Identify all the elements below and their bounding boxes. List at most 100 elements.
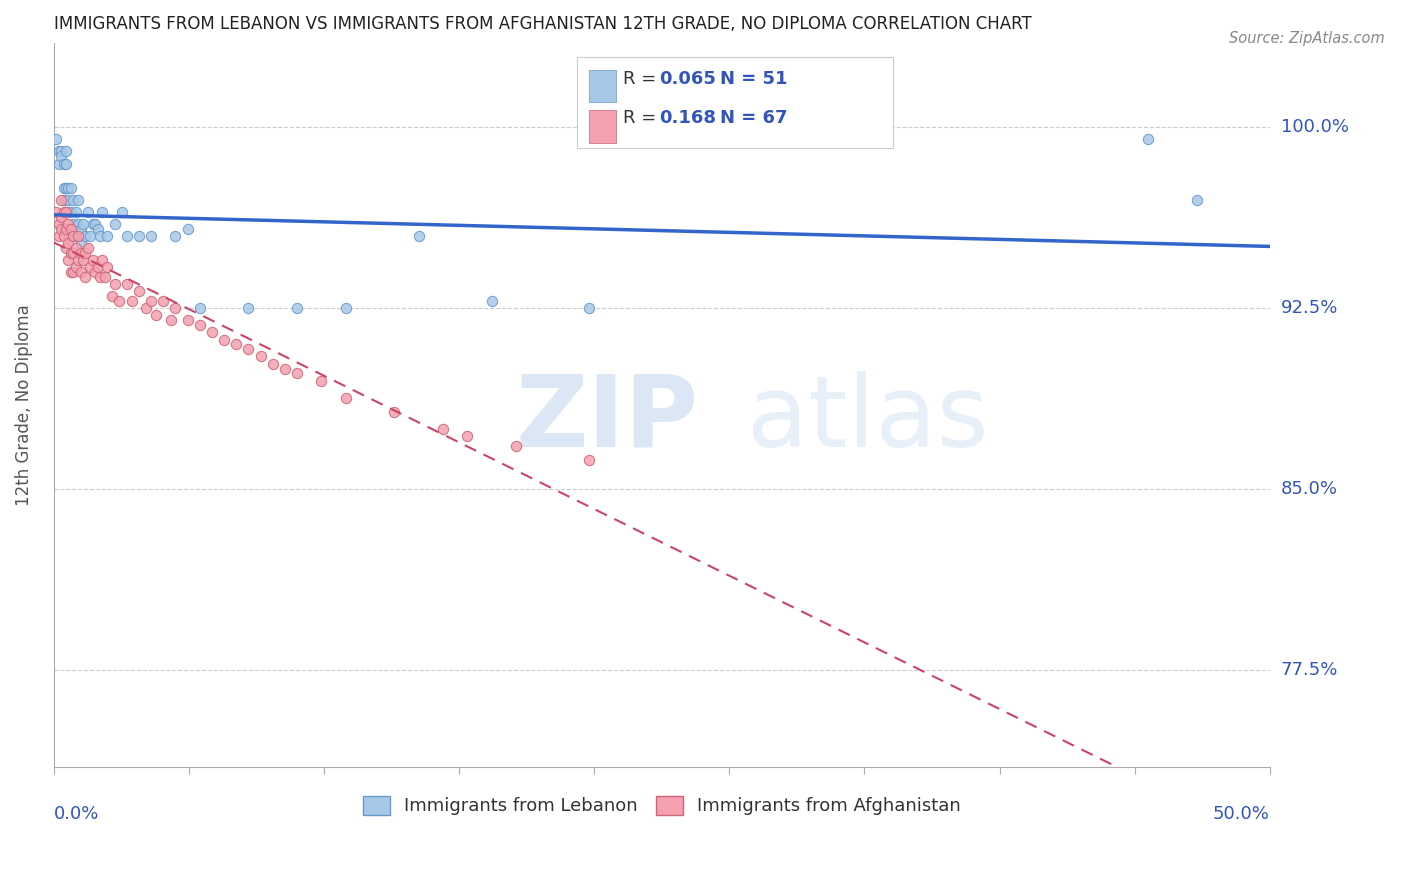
Point — [238, 343, 260, 357]
Point — [285, 301, 308, 316]
Point — [96, 260, 118, 275]
Point — [67, 252, 90, 267]
Point — [62, 245, 84, 260]
Point — [69, 265, 91, 279]
Point — [481, 293, 503, 308]
Point — [67, 193, 90, 207]
Point — [176, 221, 198, 235]
Point — [79, 260, 101, 275]
Point — [101, 289, 124, 303]
Point — [128, 285, 150, 299]
Point — [59, 265, 82, 279]
Point — [152, 293, 174, 308]
Point — [212, 333, 235, 347]
Text: N = 67: N = 67 — [720, 110, 787, 128]
Point — [86, 221, 108, 235]
Text: 0.168: 0.168 — [659, 110, 716, 128]
Point — [62, 217, 84, 231]
Point — [52, 204, 75, 219]
Point — [49, 149, 72, 163]
Point — [52, 180, 75, 194]
Point — [67, 228, 90, 243]
Point — [58, 180, 80, 194]
Point — [1185, 193, 1208, 207]
Point — [335, 391, 357, 405]
Point — [249, 350, 271, 364]
Point — [578, 301, 600, 316]
Point — [139, 228, 162, 243]
Point — [84, 217, 107, 231]
Point — [128, 228, 150, 243]
Point — [86, 260, 108, 275]
Point — [89, 228, 111, 243]
Point — [55, 204, 77, 219]
Point — [578, 453, 600, 467]
Text: 100.0%: 100.0% — [1281, 119, 1348, 136]
Point — [176, 313, 198, 327]
Text: atlas: atlas — [747, 371, 988, 467]
Point — [262, 357, 284, 371]
Text: Source: ZipAtlas.com: Source: ZipAtlas.com — [1229, 31, 1385, 46]
Point — [65, 260, 87, 275]
Legend: Immigrants from Lebanon, Immigrants from Afghanistan: Immigrants from Lebanon, Immigrants from… — [356, 789, 969, 822]
Point — [188, 318, 211, 332]
Point — [115, 277, 138, 292]
Point — [79, 228, 101, 243]
Point — [59, 180, 82, 194]
Point — [58, 193, 80, 207]
Point — [104, 277, 127, 292]
Point — [45, 204, 67, 219]
Point — [49, 221, 72, 235]
Point — [55, 241, 77, 255]
Point — [96, 228, 118, 243]
Text: 0.0%: 0.0% — [53, 805, 100, 823]
Point — [62, 228, 84, 243]
Point — [48, 217, 70, 231]
Point — [69, 221, 91, 235]
Point — [58, 204, 80, 219]
Point — [72, 252, 94, 267]
Point — [201, 326, 224, 340]
Point — [69, 236, 91, 251]
Point — [62, 193, 84, 207]
Point — [49, 145, 72, 159]
Point — [285, 367, 308, 381]
Point — [55, 156, 77, 170]
Point — [91, 204, 114, 219]
Point — [45, 132, 67, 146]
Point — [55, 145, 77, 159]
Point — [55, 180, 77, 194]
Point — [432, 422, 454, 436]
Point — [52, 193, 75, 207]
Text: 92.5%: 92.5% — [1281, 299, 1339, 318]
Point — [67, 217, 90, 231]
Point — [52, 228, 75, 243]
Point — [49, 193, 72, 207]
Point — [59, 245, 82, 260]
Point — [135, 301, 157, 316]
Point — [94, 269, 117, 284]
Text: IMMIGRANTS FROM LEBANON VS IMMIGRANTS FROM AFGHANISTAN 12TH GRADE, NO DIPLOMA CO: IMMIGRANTS FROM LEBANON VS IMMIGRANTS FR… — [53, 15, 1032, 33]
Point — [108, 293, 131, 308]
Point — [48, 228, 70, 243]
Point — [165, 228, 187, 243]
Point — [62, 265, 84, 279]
Point — [69, 245, 91, 260]
Point — [188, 301, 211, 316]
Point — [65, 228, 87, 243]
Point — [159, 313, 181, 327]
Point — [52, 156, 75, 170]
Point — [59, 228, 82, 243]
Point — [335, 301, 357, 316]
Point — [55, 221, 77, 235]
Point — [311, 374, 333, 388]
Point — [408, 228, 430, 243]
Point — [75, 269, 97, 284]
Point — [1137, 132, 1160, 146]
Point — [382, 405, 405, 419]
Point — [59, 204, 82, 219]
Point — [82, 217, 104, 231]
Text: R =: R = — [623, 70, 662, 87]
Text: ZIP: ZIP — [516, 371, 699, 467]
Point — [49, 210, 72, 224]
